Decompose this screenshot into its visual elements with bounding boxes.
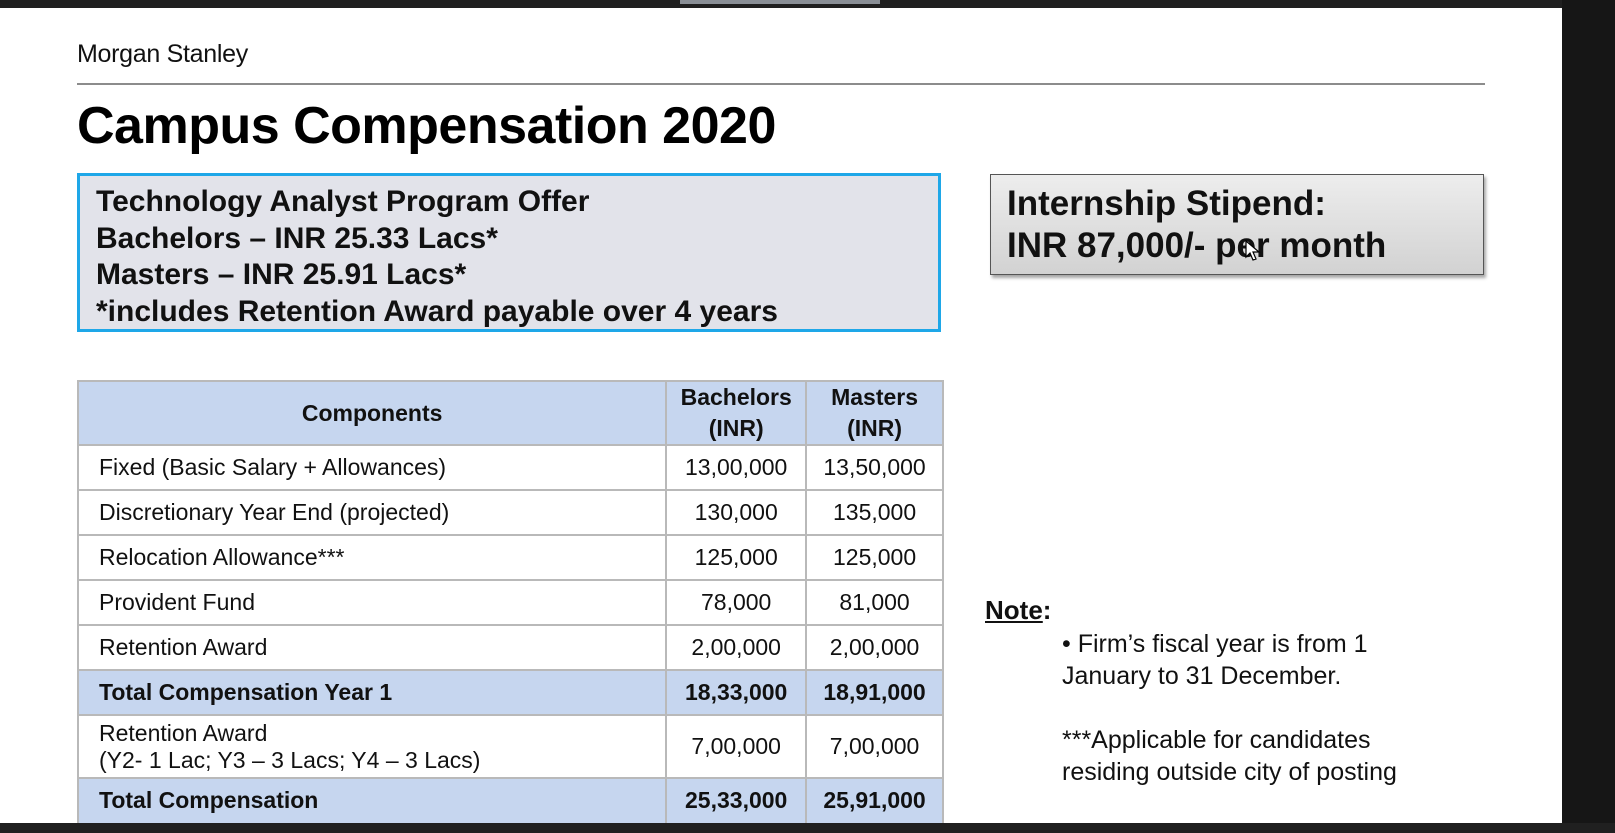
row-label: Total Compensation Year 1 [76,669,668,716]
table-row: Discretionary Year End (projected) 130,0… [76,489,944,536]
row-bachelors-value: 7,00,000 [665,714,808,779]
offer-footnote: *includes Retention Award payable over 4… [96,294,778,328]
row-masters-value: 7,00,000 [805,714,944,779]
row-masters-value: 125,000 [805,534,944,581]
table-row: Retention Award 2,00,000 2,00,000 [76,624,944,671]
row-masters-value: 13,50,000 [805,444,944,491]
row-masters-value: 135,000 [805,489,944,536]
note-footnote-line1: ***Applicable for candidates [1062,726,1371,754]
window-top-bar [0,0,1615,8]
header-divider [77,83,1485,85]
row-masters-value: 2,00,000 [805,624,944,671]
share-indicator [680,0,880,4]
note-heading-text: Note [985,595,1043,625]
row-label: Relocation Allowance*** [76,534,668,581]
internship-stipend-box: Internship Stipend: INR 87,000/- per mon… [990,174,1484,275]
header-masters: Masters (INR) [805,380,944,446]
table-header-row: Components Bachelors (INR) Masters (INR) [76,380,944,446]
stipend-amount: INR 87,000/- per month [1007,226,1387,265]
table-total-row: Total Compensation Year 1 18,33,000 18,9… [76,669,944,716]
row-label-multi: Retention Award (Y2- 1 Lac; Y3 – 3 Lacs;… [76,714,668,779]
brand-logo: Morgan Stanley [77,40,248,68]
header-masters-line1: Masters [831,384,919,410]
stipend-heading: Internship Stipend: [1007,184,1326,223]
offer-bachelors: Bachelors – INR 25.33 Lacs* [96,221,498,255]
table-row: Retention Award (Y2- 1 Lac; Y3 – 3 Lacs;… [76,714,944,779]
row-masters-value: 81,000 [805,579,944,626]
header-bachelors-line1: Bachelors [680,384,792,410]
row-label: Discretionary Year End (projected) [76,489,668,536]
header-bachelors: Bachelors (INR) [665,380,808,446]
row-label: Retention Award [99,719,268,746]
header-masters-line2: (INR) [847,415,903,441]
table-row: Fixed (Basic Salary + Allowances) 13,00,… [76,444,944,491]
header-bachelors-line2: (INR) [708,415,764,441]
note-bullet-line2: January to 31 December. [1062,662,1342,690]
row-sublabel: (Y2- 1 Lac; Y3 – 3 Lacs; Y4 – 3 Lacs) [99,746,481,773]
mouse-pointer-icon [1245,240,1261,261]
slide-title: Campus Compensation 2020 [77,97,776,155]
offer-summary-box: Technology Analyst Program Offer Bachelo… [77,173,941,332]
presentation-slide: Morgan Stanley Campus Compensation 2020 … [0,8,1562,823]
table-row: Relocation Allowance*** 125,000 125,000 [76,534,944,581]
note-footnote-line2: residing outside city of posting [1062,758,1397,786]
note-heading-colon: : [1042,595,1052,625]
window-right-edge [1562,0,1615,833]
row-masters-value: 18,91,000 [805,669,944,716]
table-total-row: Total Compensation 25,33,000 25,91,000 [76,777,944,823]
header-components: Components [76,380,668,446]
row-label: Provident Fund [76,579,668,626]
note-bullet-line1: • Firm’s fiscal year is from 1 [1062,630,1368,658]
table-row: Provident Fund 78,000 81,000 [76,579,944,626]
row-bachelors-value: 13,00,000 [665,444,808,491]
row-bachelors-value: 130,000 [665,489,808,536]
note-heading: Note: [985,595,1051,626]
row-bachelors-value: 2,00,000 [665,624,808,671]
window-bottom-edge [0,823,1615,833]
row-bachelors-value: 78,000 [665,579,808,626]
row-bachelors-value: 18,33,000 [665,669,808,716]
compensation-table: Components Bachelors (INR) Masters (INR)… [76,380,944,823]
row-masters-value: 25,91,000 [805,777,944,823]
offer-heading: Technology Analyst Program Offer [96,185,590,218]
row-label: Retention Award [76,624,668,671]
row-label: Total Compensation [76,777,668,823]
row-label: Fixed (Basic Salary + Allowances) [76,444,668,491]
row-bachelors-value: 125,000 [665,534,808,581]
offer-masters: Masters – INR 25.91 Lacs* [96,258,467,291]
row-bachelors-value: 25,33,000 [665,777,808,823]
